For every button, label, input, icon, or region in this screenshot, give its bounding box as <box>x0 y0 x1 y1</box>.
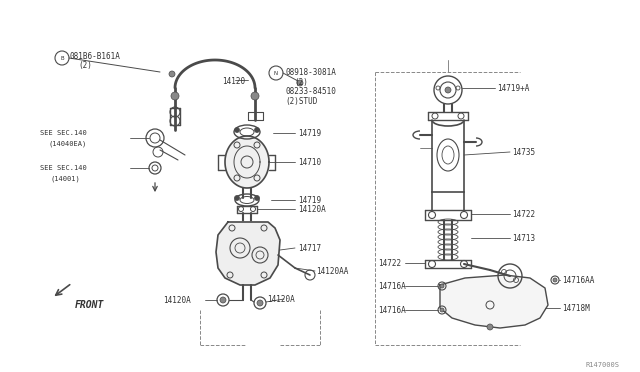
Text: 08918-3081A: 08918-3081A <box>285 68 336 77</box>
Circle shape <box>251 92 259 100</box>
Circle shape <box>255 128 259 132</box>
Text: 14120A: 14120A <box>298 205 326 214</box>
Text: 14722: 14722 <box>378 259 401 268</box>
Text: (2)STUD: (2)STUD <box>285 97 317 106</box>
Text: 14120A: 14120A <box>163 296 191 305</box>
Text: 14716A: 14716A <box>378 282 406 291</box>
Text: 14713: 14713 <box>512 234 535 243</box>
Circle shape <box>234 128 239 132</box>
Text: (2): (2) <box>294 78 308 87</box>
Text: 14722: 14722 <box>512 210 535 219</box>
Text: 14716AA: 14716AA <box>562 276 595 285</box>
Circle shape <box>487 324 493 330</box>
Circle shape <box>171 92 179 100</box>
Text: 14719+A: 14719+A <box>497 84 529 93</box>
Text: N: N <box>274 71 278 76</box>
Circle shape <box>257 300 263 306</box>
Text: (2): (2) <box>78 61 92 70</box>
Text: 14716A: 14716A <box>378 306 406 315</box>
Text: FRONT: FRONT <box>75 300 104 310</box>
Polygon shape <box>440 275 548 328</box>
Circle shape <box>440 284 444 288</box>
Circle shape <box>234 196 239 201</box>
Circle shape <box>220 297 226 303</box>
Text: 08233-84510: 08233-84510 <box>285 87 336 96</box>
Text: 14719: 14719 <box>298 129 321 138</box>
Text: 14719: 14719 <box>298 196 321 205</box>
Circle shape <box>255 196 259 201</box>
Text: SEE SEC.140: SEE SEC.140 <box>40 165 87 171</box>
Text: B: B <box>60 55 64 61</box>
Text: 081B6-B161A: 081B6-B161A <box>70 52 121 61</box>
Text: 14718M: 14718M <box>562 304 589 313</box>
Text: 14710: 14710 <box>298 158 321 167</box>
Circle shape <box>445 87 451 93</box>
Circle shape <box>553 278 557 282</box>
Polygon shape <box>216 222 280 285</box>
Text: (14001): (14001) <box>50 175 80 182</box>
Polygon shape <box>225 136 269 188</box>
Circle shape <box>169 71 175 77</box>
Text: 14120AA: 14120AA <box>316 267 348 276</box>
Text: SEE SEC.140: SEE SEC.140 <box>40 130 87 136</box>
Circle shape <box>297 80 303 86</box>
Text: 14735: 14735 <box>512 148 535 157</box>
Circle shape <box>440 308 444 312</box>
Text: 14717: 14717 <box>298 244 321 253</box>
Text: R147000S: R147000S <box>586 362 620 368</box>
Text: 14120A: 14120A <box>267 295 295 304</box>
Text: (14040EA): (14040EA) <box>48 140 86 147</box>
Text: 14120: 14120 <box>222 77 245 86</box>
